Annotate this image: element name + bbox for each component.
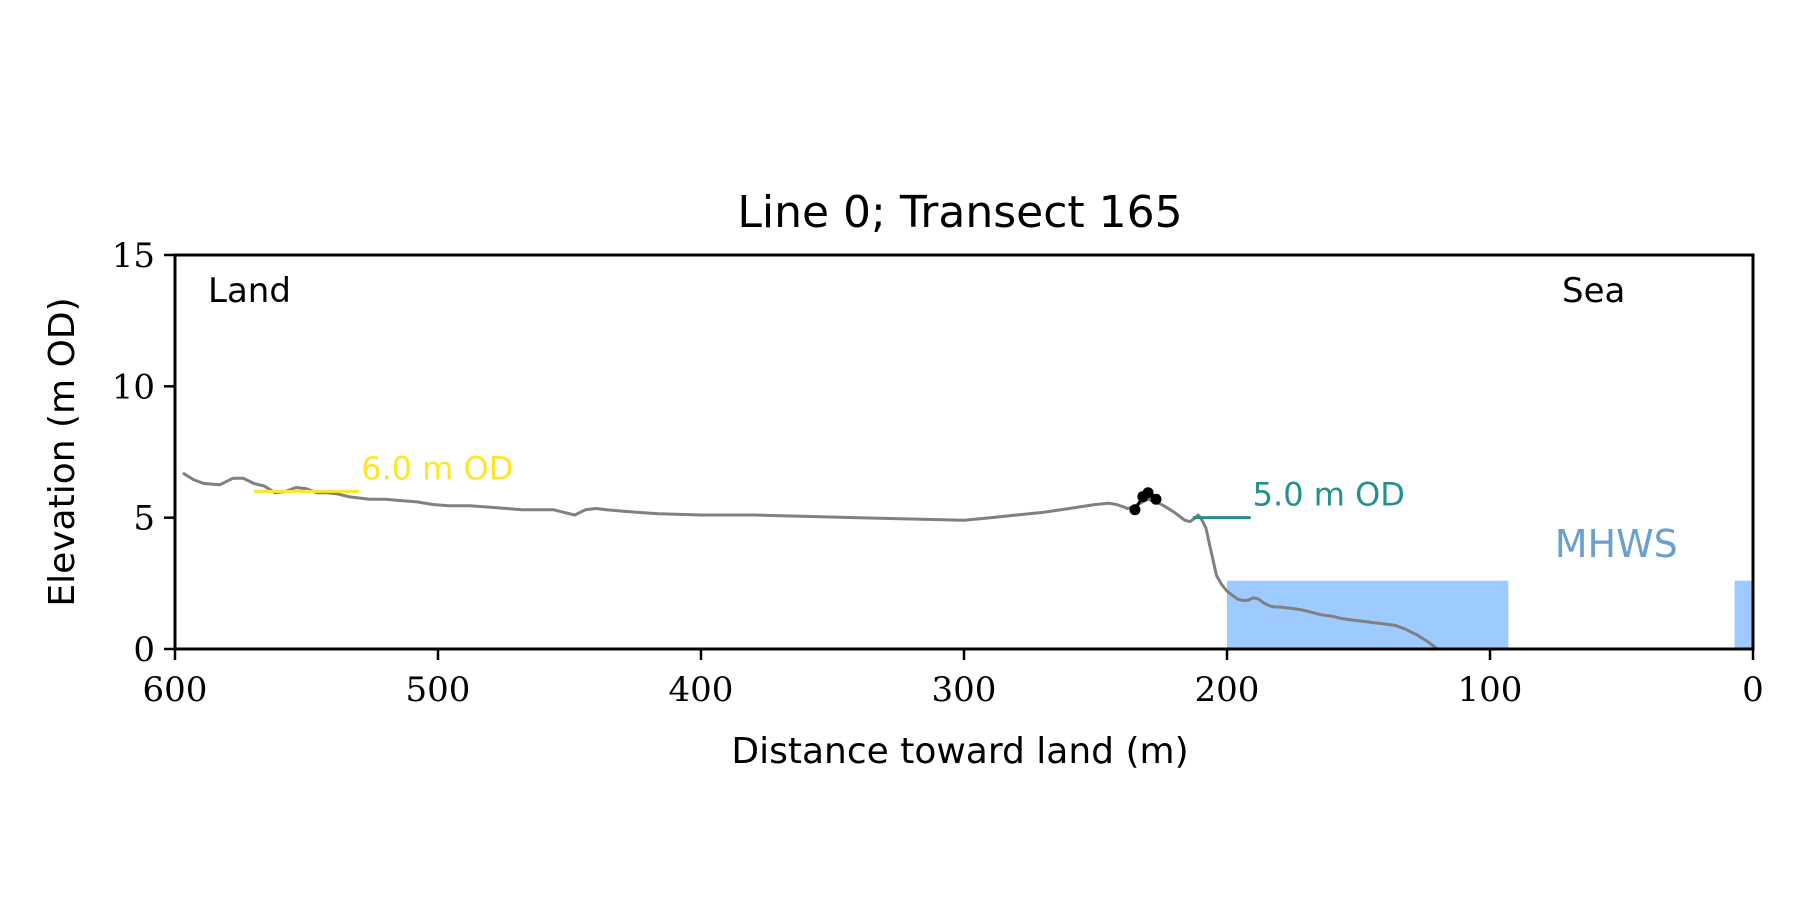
y-tick-label-0: 0 — [133, 630, 155, 670]
contour-label-0: 6.0 m OD — [361, 449, 513, 487]
corner-label-land: Land — [208, 271, 291, 311]
y-tick-label-1: 5 — [133, 499, 155, 539]
x-tick-label-0: 600 — [143, 670, 208, 710]
profile-layer — [182, 471, 1439, 651]
x-axis-ticks: 600 500 400 300 200 100 0 — [143, 649, 1764, 710]
water-region-1 — [1734, 580, 1753, 649]
marker-point-2 — [1142, 487, 1154, 499]
marker-point-0 — [1129, 504, 1141, 516]
marker-layer — [1129, 487, 1162, 516]
y-tick-label-3: 15 — [112, 236, 155, 276]
chart-title: Line 0; Transect 165 — [737, 187, 1182, 238]
profile-line-0 — [182, 471, 1439, 651]
x-tick-label-5: 100 — [1458, 670, 1523, 710]
mhws-label: MHWS — [1555, 522, 1678, 566]
marker-point-3 — [1150, 493, 1162, 505]
x-tick-label-6: 0 — [1742, 670, 1764, 710]
x-tick-label-4: 200 — [1195, 670, 1260, 710]
x-axis-label: Distance toward land (m) — [731, 731, 1188, 772]
annotation-layer: 6.0 m OD 5.0 m OD MHWS — [253, 449, 1678, 566]
x-tick-label-3: 300 — [932, 670, 997, 710]
y-axis-ticks: 0 5 10 15 — [112, 236, 175, 670]
water-layer — [1227, 580, 1753, 649]
contour-label-1: 5.0 m OD — [1253, 476, 1405, 514]
x-tick-label-1: 500 — [406, 670, 471, 710]
corner-label-sea: Sea — [1562, 271, 1625, 311]
x-tick-label-2: 400 — [669, 670, 734, 710]
y-tick-label-2: 10 — [112, 367, 155, 407]
y-axis-label: Elevation (m OD) — [42, 297, 83, 606]
water-region-0 — [1227, 580, 1509, 649]
